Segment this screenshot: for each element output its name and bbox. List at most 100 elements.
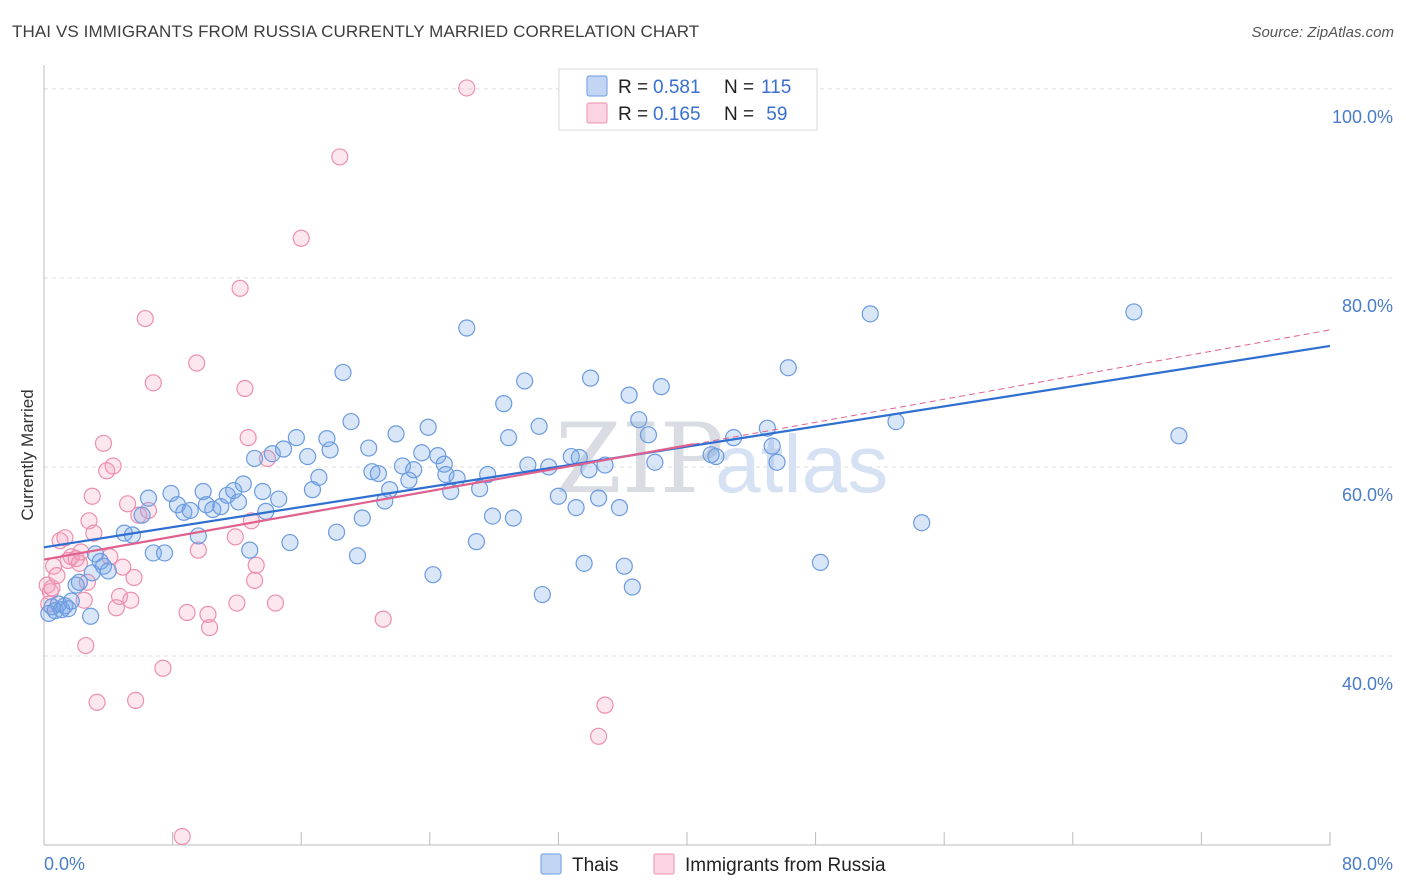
point-russia — [107, 599, 125, 617]
point-russia — [596, 696, 614, 714]
trend-line-russia — [43, 443, 694, 561]
point-russia — [94, 434, 113, 452]
point-thai — [400, 471, 418, 489]
legend-n-value-russia: 59 — [761, 104, 787, 125]
point-russia — [125, 568, 143, 587]
watermark-atlas: atlas — [715, 419, 888, 510]
point-thai — [467, 533, 486, 551]
point-thai — [458, 319, 476, 337]
point-russia — [245, 571, 264, 589]
point-russia — [178, 603, 196, 622]
legend-r-label-russia: R = — [618, 104, 648, 125]
point-thai — [234, 475, 252, 493]
point-thai — [533, 585, 551, 604]
point-thai — [630, 411, 648, 429]
point-russia — [110, 587, 129, 606]
legend-n-label-thais: N = — [724, 77, 754, 98]
point-thai — [360, 439, 378, 457]
point-russia — [374, 610, 392, 628]
point-thai — [615, 557, 633, 575]
point-thai — [1125, 303, 1143, 321]
point-thai — [254, 482, 272, 501]
point-russia — [122, 591, 140, 609]
point-thai — [707, 447, 725, 466]
legend-r-value-russia: 0.165 — [653, 104, 701, 125]
point-thai — [310, 468, 328, 486]
point-thai — [241, 541, 259, 559]
point-russia — [83, 487, 101, 505]
point-russia — [75, 591, 93, 609]
point-russia — [173, 827, 191, 846]
point-thai — [549, 487, 568, 505]
watermark: ZIP atlas — [555, 403, 888, 515]
point-thai — [623, 578, 641, 596]
legend-swatch-thais — [586, 75, 608, 97]
grid-lines — [44, 88, 1395, 657]
y-tick-label: 40.0% — [1342, 674, 1393, 694]
point-thai — [194, 482, 212, 501]
point-thai — [495, 395, 513, 413]
point-thai — [62, 592, 80, 610]
point-thai — [419, 418, 437, 436]
point-thai — [768, 453, 786, 471]
point-russia — [189, 541, 207, 559]
point-russia — [127, 691, 145, 709]
bottom-legend-label-thais: Thais — [572, 855, 618, 876]
point-thai — [405, 461, 423, 479]
point-russia — [228, 594, 246, 612]
point-russia — [154, 659, 172, 677]
bottom-legend-label-russia: Immigrants from Russia — [685, 855, 886, 876]
point-russia — [136, 309, 154, 328]
source-label: Source: ZipAtlas.com — [1251, 24, 1394, 41]
point-thai — [99, 562, 117, 580]
point-thai — [1170, 427, 1188, 445]
point-thai — [471, 480, 489, 498]
point-thai — [779, 359, 797, 377]
legend-n-label-russia: N = — [724, 104, 754, 125]
point-thai — [67, 576, 85, 594]
point-thai — [620, 386, 638, 404]
point-thai — [437, 465, 455, 484]
point-thai — [861, 305, 879, 323]
y-tick-labels: 40.0% 60.0% 80.0% 100.0% — [1332, 107, 1393, 694]
point-thai — [413, 444, 431, 462]
point-thai — [270, 490, 288, 508]
point-russia — [589, 727, 608, 745]
point-russia — [331, 148, 349, 166]
point-thai — [913, 514, 931, 532]
point-thai — [327, 523, 346, 541]
point-thai — [530, 417, 548, 435]
point-thai — [70, 573, 88, 591]
point-thai — [245, 449, 264, 468]
point-thai — [567, 498, 585, 517]
point-russia — [104, 457, 122, 475]
point-russia — [239, 429, 257, 447]
point-thai — [516, 372, 534, 390]
point-thai — [646, 453, 664, 471]
series-thais — [40, 303, 1188, 625]
point-russia — [247, 556, 265, 574]
point-thai — [652, 378, 670, 396]
bottom-legend: Thais Immigrants from Russia — [540, 853, 886, 876]
point-russia — [292, 229, 310, 247]
point-russia — [236, 379, 254, 398]
point-thai — [387, 425, 405, 443]
point-thai — [763, 437, 781, 455]
point-thai — [483, 507, 502, 525]
point-thai — [581, 369, 600, 387]
y-tick-label: 60.0% — [1342, 485, 1393, 505]
point-russia — [231, 279, 249, 297]
point-thai — [424, 566, 442, 584]
point-thai — [887, 412, 905, 431]
watermark-zip: ZIP — [555, 403, 724, 515]
legend-r-value-thais: 0.581 — [653, 77, 701, 98]
point-thai — [348, 547, 367, 565]
point-russia — [188, 354, 206, 372]
point-russia — [56, 529, 74, 547]
point-thai — [429, 447, 447, 465]
point-thai — [363, 463, 381, 481]
legend-r-label-thais: R = — [618, 77, 648, 98]
point-russia — [458, 79, 476, 97]
point-russia — [77, 636, 95, 655]
